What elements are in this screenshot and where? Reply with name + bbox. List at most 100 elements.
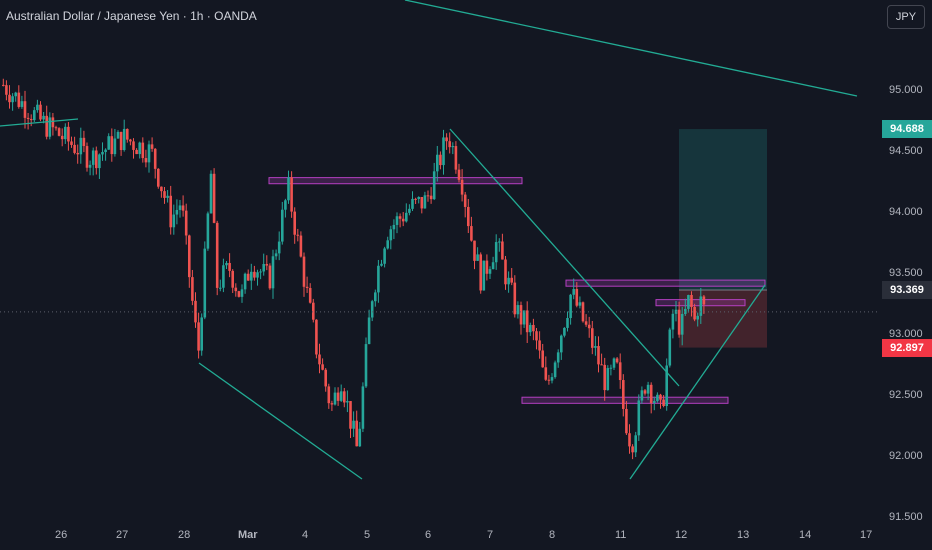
price-axis-panel[interactable] xyxy=(880,0,932,550)
candle-body xyxy=(240,289,244,297)
candle-body xyxy=(163,191,166,198)
candle-body xyxy=(246,273,250,281)
candle-body xyxy=(287,177,290,201)
candle-body xyxy=(259,271,262,273)
candle-body xyxy=(11,96,14,103)
candle-body xyxy=(420,196,424,209)
candle-body xyxy=(324,369,327,387)
candle-body xyxy=(126,128,129,140)
candle-body xyxy=(336,392,340,401)
candle-body xyxy=(498,241,501,243)
candle-body xyxy=(361,386,365,429)
price-tick-label: 92.000 xyxy=(889,450,923,462)
candle-body xyxy=(680,313,684,335)
candle-body xyxy=(591,328,594,348)
candle-body xyxy=(631,446,634,453)
candle-body xyxy=(284,200,287,210)
candle-body xyxy=(200,317,203,351)
price-tick-label: 94.500 xyxy=(889,145,923,157)
candle-body xyxy=(541,350,544,368)
candle-body xyxy=(268,265,272,289)
candle-body xyxy=(609,367,613,369)
candle-body xyxy=(237,291,241,297)
candle-body xyxy=(36,104,39,111)
candle-body xyxy=(634,435,637,453)
candle-body xyxy=(265,264,269,266)
candle-body xyxy=(625,408,628,434)
candle-body xyxy=(569,294,572,319)
candle-body xyxy=(153,148,157,169)
candle-body xyxy=(470,226,473,241)
time-tick-label: 26 xyxy=(55,529,68,541)
candle-body xyxy=(454,146,458,170)
candle-body xyxy=(147,144,151,163)
candle-body xyxy=(370,301,374,318)
price-tick-label: 93.500 xyxy=(889,267,923,279)
candle-body xyxy=(299,235,303,257)
candle-body xyxy=(451,146,455,148)
candle-body xyxy=(405,212,408,222)
candle-body xyxy=(439,154,442,166)
candle-body xyxy=(671,313,675,330)
currency-button[interactable]: JPY xyxy=(887,5,925,29)
candle-body xyxy=(48,117,52,137)
candle-body xyxy=(349,401,352,429)
candle-body xyxy=(33,110,36,121)
candle-body xyxy=(228,262,231,271)
candle-body xyxy=(603,364,606,391)
candle-body xyxy=(5,85,8,95)
candle-body xyxy=(699,296,703,316)
candle-body xyxy=(377,265,380,293)
trendline xyxy=(0,118,79,127)
candle-body xyxy=(274,253,278,257)
stop-price-tag: 92.897 xyxy=(882,338,932,357)
candle-body xyxy=(203,248,207,318)
candle-body xyxy=(107,136,110,150)
candle-body xyxy=(293,211,296,235)
candle-body xyxy=(618,362,622,381)
candle-body xyxy=(119,131,123,151)
candle-body xyxy=(8,94,11,103)
candle-body xyxy=(429,195,433,200)
candle-body xyxy=(234,287,238,292)
candle-body xyxy=(104,149,107,153)
candle-body xyxy=(219,287,222,289)
candle-body xyxy=(135,149,138,155)
candle-body xyxy=(271,256,275,289)
candle-body xyxy=(684,308,687,314)
candle-body xyxy=(253,271,256,278)
time-tick-label: 17 xyxy=(860,529,873,541)
candle-body xyxy=(374,292,377,302)
candle-body xyxy=(696,315,699,320)
candle-body xyxy=(64,126,67,140)
candle-body xyxy=(485,260,489,274)
candle-body xyxy=(491,262,495,270)
candle-body xyxy=(188,235,191,278)
candle-body xyxy=(209,173,213,214)
candle-body xyxy=(302,256,306,287)
candle-body xyxy=(91,150,95,165)
candle-body xyxy=(693,306,696,320)
trendline xyxy=(629,284,766,480)
candle-body xyxy=(243,273,247,290)
candle-body xyxy=(51,117,55,128)
candle-body xyxy=(597,346,600,365)
candle-body xyxy=(73,144,76,153)
candle-body xyxy=(54,127,58,129)
candle-body xyxy=(504,259,507,285)
candle-body xyxy=(386,240,389,249)
candle-body xyxy=(197,322,200,351)
candle-body xyxy=(556,352,560,363)
trendline xyxy=(449,128,680,387)
price-tick-label: 91.500 xyxy=(889,511,923,523)
price-tick-label: 92.500 xyxy=(889,389,923,401)
candle-body xyxy=(649,384,653,403)
candle-body xyxy=(690,294,693,307)
symbol-title: Australian Dollar / Japanese Yen · 1h · … xyxy=(6,9,257,23)
candle-body xyxy=(321,364,324,370)
candle-body xyxy=(612,358,616,368)
candle-body xyxy=(594,346,597,348)
candle-body xyxy=(194,300,197,323)
